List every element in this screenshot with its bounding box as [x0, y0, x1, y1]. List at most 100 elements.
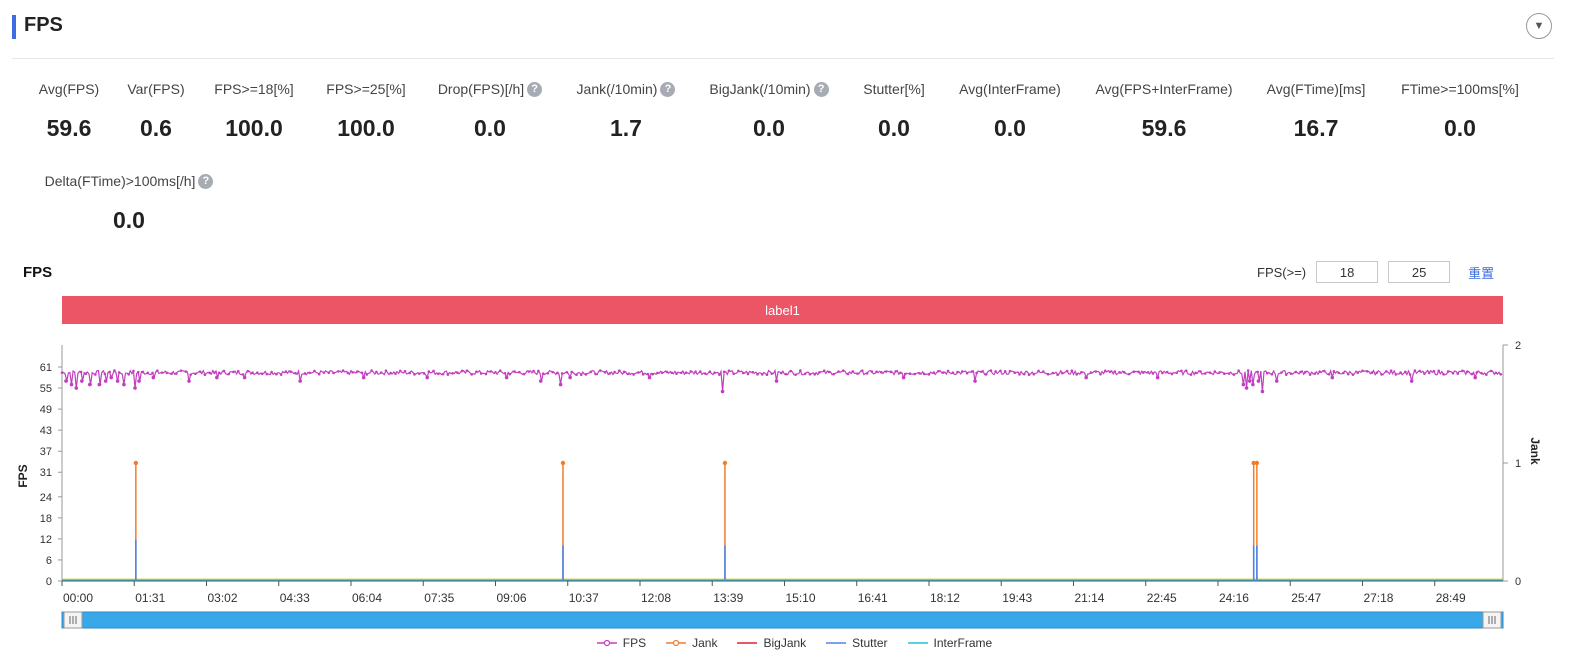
x-tick-label: 10:37	[569, 591, 599, 605]
fps-point	[155, 369, 159, 372]
stat-label: Avg(InterFrame)	[900, 81, 1120, 97]
fps-point	[1065, 369, 1069, 373]
help-icon[interactable]: ?	[527, 81, 543, 97]
fps-point	[184, 370, 188, 373]
fps-point	[1213, 370, 1217, 373]
fps-point	[1075, 373, 1078, 376]
y-tick-label: 61	[40, 362, 52, 374]
fps-threshold-filter: FPS(>=) 重置	[1257, 260, 1494, 284]
fps-point	[1099, 373, 1102, 376]
stat-9: Avg(FPS+InterFrame) 59.6	[1054, 81, 1274, 142]
fps-point	[780, 371, 783, 375]
y-tick-label: 12	[40, 534, 52, 546]
fps-point	[875, 370, 878, 374]
fps-point	[1046, 372, 1050, 376]
fps-point	[1194, 371, 1198, 375]
fps-point	[1084, 376, 1088, 379]
reset-link[interactable]: 重置	[1468, 265, 1495, 281]
stat-label: FPS>=25[%]	[256, 81, 476, 97]
fps-point	[1032, 372, 1036, 376]
fps-point	[1480, 371, 1483, 375]
fps-point	[1146, 371, 1150, 374]
fps-point	[984, 373, 988, 376]
fps-point	[146, 371, 150, 375]
fps-point	[1246, 369, 1250, 372]
fps-point	[117, 371, 121, 374]
stat-value: 16.7	[1293, 115, 1339, 141]
fps-point	[275, 372, 278, 376]
x-tick-label: 03:02	[207, 591, 237, 605]
fps-point	[813, 373, 816, 376]
legend-item-stutter[interactable]: Stutter	[826, 636, 888, 650]
fps-point	[827, 370, 831, 374]
fps-point	[551, 370, 554, 374]
fps-point	[446, 373, 450, 376]
help-icon[interactable]: ?	[660, 81, 676, 97]
y-tick-label: 43	[40, 425, 52, 437]
fps-threshold-input-2[interactable]	[1388, 261, 1451, 283]
legend-item-interframe[interactable]: InterFrame	[907, 636, 992, 650]
fps-point	[546, 371, 550, 375]
fps-point	[594, 372, 597, 376]
fps-point	[1418, 369, 1421, 373]
legend-swatch	[666, 639, 687, 647]
fps-point	[1299, 370, 1302, 374]
fps-point	[122, 383, 126, 386]
collapse-button[interactable]: ▼	[1526, 13, 1552, 39]
fps-point	[1332, 369, 1336, 373]
fps-point	[227, 372, 231, 376]
fps-point	[498, 369, 502, 372]
fps-point	[1489, 369, 1493, 373]
fps-point	[103, 372, 107, 376]
stat-8: Avg(InterFrame) 0.0	[900, 81, 1120, 142]
jank-point	[1254, 460, 1260, 466]
fps-point	[746, 372, 750, 376]
fps-point	[241, 373, 245, 376]
fps-point	[689, 370, 693, 373]
stat-label: Delta(FTime)>100ms[/h]?	[19, 173, 239, 189]
fps-point	[1485, 373, 1488, 376]
x-tick-label: 15:10	[785, 591, 815, 605]
stat-value: 1.7	[610, 115, 642, 141]
fps-point	[279, 373, 283, 376]
fps-point	[1409, 379, 1414, 383]
legend-label: Jank	[692, 636, 718, 650]
legend-item-bigjank[interactable]: BigJank	[737, 636, 806, 650]
fps-point	[346, 371, 350, 375]
stat-label-text: Avg(FTime)[ms]	[1266, 81, 1366, 97]
y-tick-label: 31	[40, 467, 52, 479]
help-icon[interactable]: ?	[198, 173, 214, 189]
fps-point	[456, 371, 459, 374]
fps-point	[770, 372, 774, 375]
x-tick-label: 24:16	[1219, 591, 1249, 605]
fps-point	[646, 372, 650, 376]
stat-value: 0.0	[1444, 115, 1476, 141]
stat-3: FPS>=25[%] 100.0	[256, 81, 476, 142]
fps-threshold-input-1[interactable]	[1316, 261, 1379, 283]
fps-point	[1208, 371, 1212, 374]
fps-point	[379, 371, 383, 374]
fps-point	[832, 372, 836, 376]
fps-point	[489, 370, 493, 373]
fps-point	[256, 371, 259, 374]
legend-item-fps[interactable]: FPS	[596, 636, 646, 650]
fps-point	[799, 369, 802, 372]
label-band[interactable]: label1	[62, 296, 1503, 324]
fps-point	[203, 373, 207, 376]
fps-point	[1423, 372, 1426, 375]
stat-value: 0.0	[474, 115, 506, 141]
fps-point	[694, 370, 697, 373]
fps-point	[236, 369, 240, 373]
help-icon[interactable]: ?	[813, 81, 829, 97]
fps-point	[532, 369, 535, 373]
fps-point	[1380, 373, 1383, 376]
legend-item-jank[interactable]: Jank	[666, 636, 717, 650]
fps-point	[1284, 373, 1288, 376]
fps-point	[1218, 371, 1221, 374]
fps-point	[460, 369, 464, 373]
stat-value: 0.0	[878, 115, 910, 141]
fps-point	[394, 372, 397, 376]
fps-point	[718, 373, 721, 376]
jank-point	[722, 460, 728, 466]
